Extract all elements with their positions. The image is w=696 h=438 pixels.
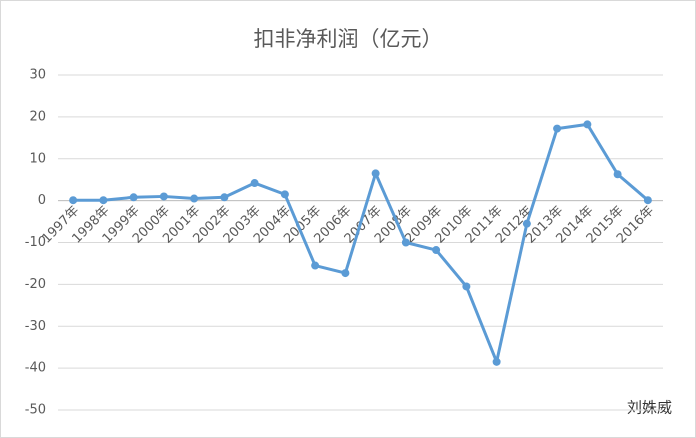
y-tick-label: -20 (25, 277, 46, 292)
marker (99, 196, 108, 205)
y-tick-label: 10 (29, 151, 46, 166)
y-tick-label: 20 (29, 109, 46, 124)
marker (401, 238, 410, 247)
marker (250, 179, 259, 188)
watermark: 刘姝威 (627, 399, 672, 417)
marker (462, 282, 471, 291)
marker (553, 124, 562, 133)
marker (280, 190, 289, 199)
marker (220, 193, 229, 202)
marker (522, 219, 531, 228)
marker (613, 170, 622, 179)
marker (643, 196, 652, 205)
y-tick-label: -40 (25, 361, 46, 376)
y-tick-label: -10 (25, 235, 46, 250)
marker (583, 120, 592, 129)
marker (190, 194, 199, 203)
marker (129, 193, 138, 202)
marker (159, 192, 168, 201)
marker (311, 261, 320, 270)
marker (432, 246, 441, 255)
line (73, 122, 649, 364)
chart-title: 扣非净利润（亿元） (254, 27, 443, 51)
marker (492, 357, 501, 366)
marker (69, 196, 78, 205)
y-tick-label: -30 (25, 319, 46, 334)
y-tick-label: 0 (38, 193, 46, 208)
y-tick-label: -50 (25, 403, 46, 418)
marker (341, 269, 350, 278)
y-tick-label: 30 (29, 68, 46, 83)
marker (371, 169, 380, 178)
